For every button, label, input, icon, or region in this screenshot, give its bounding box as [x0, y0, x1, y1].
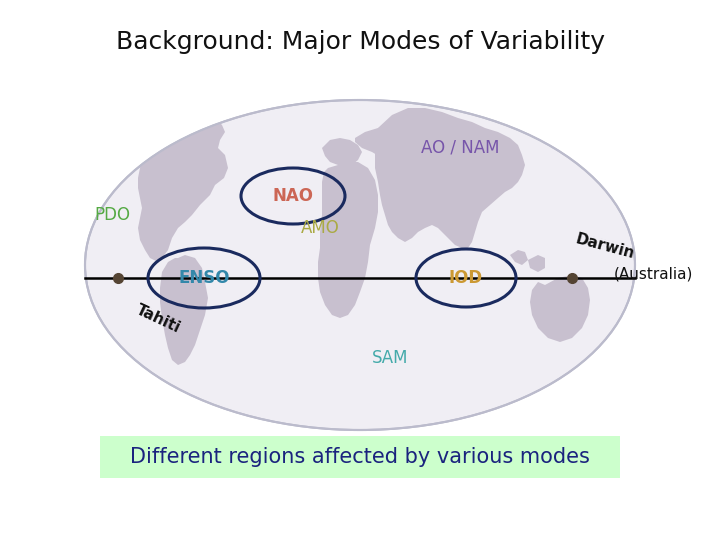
- Polygon shape: [528, 255, 545, 272]
- FancyBboxPatch shape: [100, 436, 620, 478]
- Polygon shape: [322, 138, 362, 168]
- Text: PDO: PDO: [94, 206, 130, 224]
- Text: IOD: IOD: [449, 269, 483, 287]
- Text: ENSO: ENSO: [179, 269, 230, 287]
- Text: NAO: NAO: [272, 187, 313, 205]
- Ellipse shape: [85, 100, 635, 430]
- Polygon shape: [355, 125, 448, 168]
- Text: Different regions affected by various modes: Different regions affected by various mo…: [130, 447, 590, 467]
- Polygon shape: [530, 275, 590, 342]
- Text: AMO: AMO: [301, 219, 339, 237]
- Text: SAM: SAM: [372, 349, 408, 367]
- Text: Tahiti: Tahiti: [133, 302, 183, 336]
- Polygon shape: [138, 112, 228, 262]
- Polygon shape: [160, 255, 208, 365]
- Polygon shape: [510, 250, 528, 265]
- Text: (Australia): (Australia): [614, 267, 693, 281]
- Polygon shape: [210, 95, 238, 118]
- Text: Background: Major Modes of Variability: Background: Major Modes of Variability: [115, 30, 605, 54]
- Text: AO / NAM: AO / NAM: [420, 139, 499, 157]
- Polygon shape: [318, 162, 378, 318]
- Text: Darwin: Darwin: [574, 232, 636, 262]
- Polygon shape: [375, 108, 525, 248]
